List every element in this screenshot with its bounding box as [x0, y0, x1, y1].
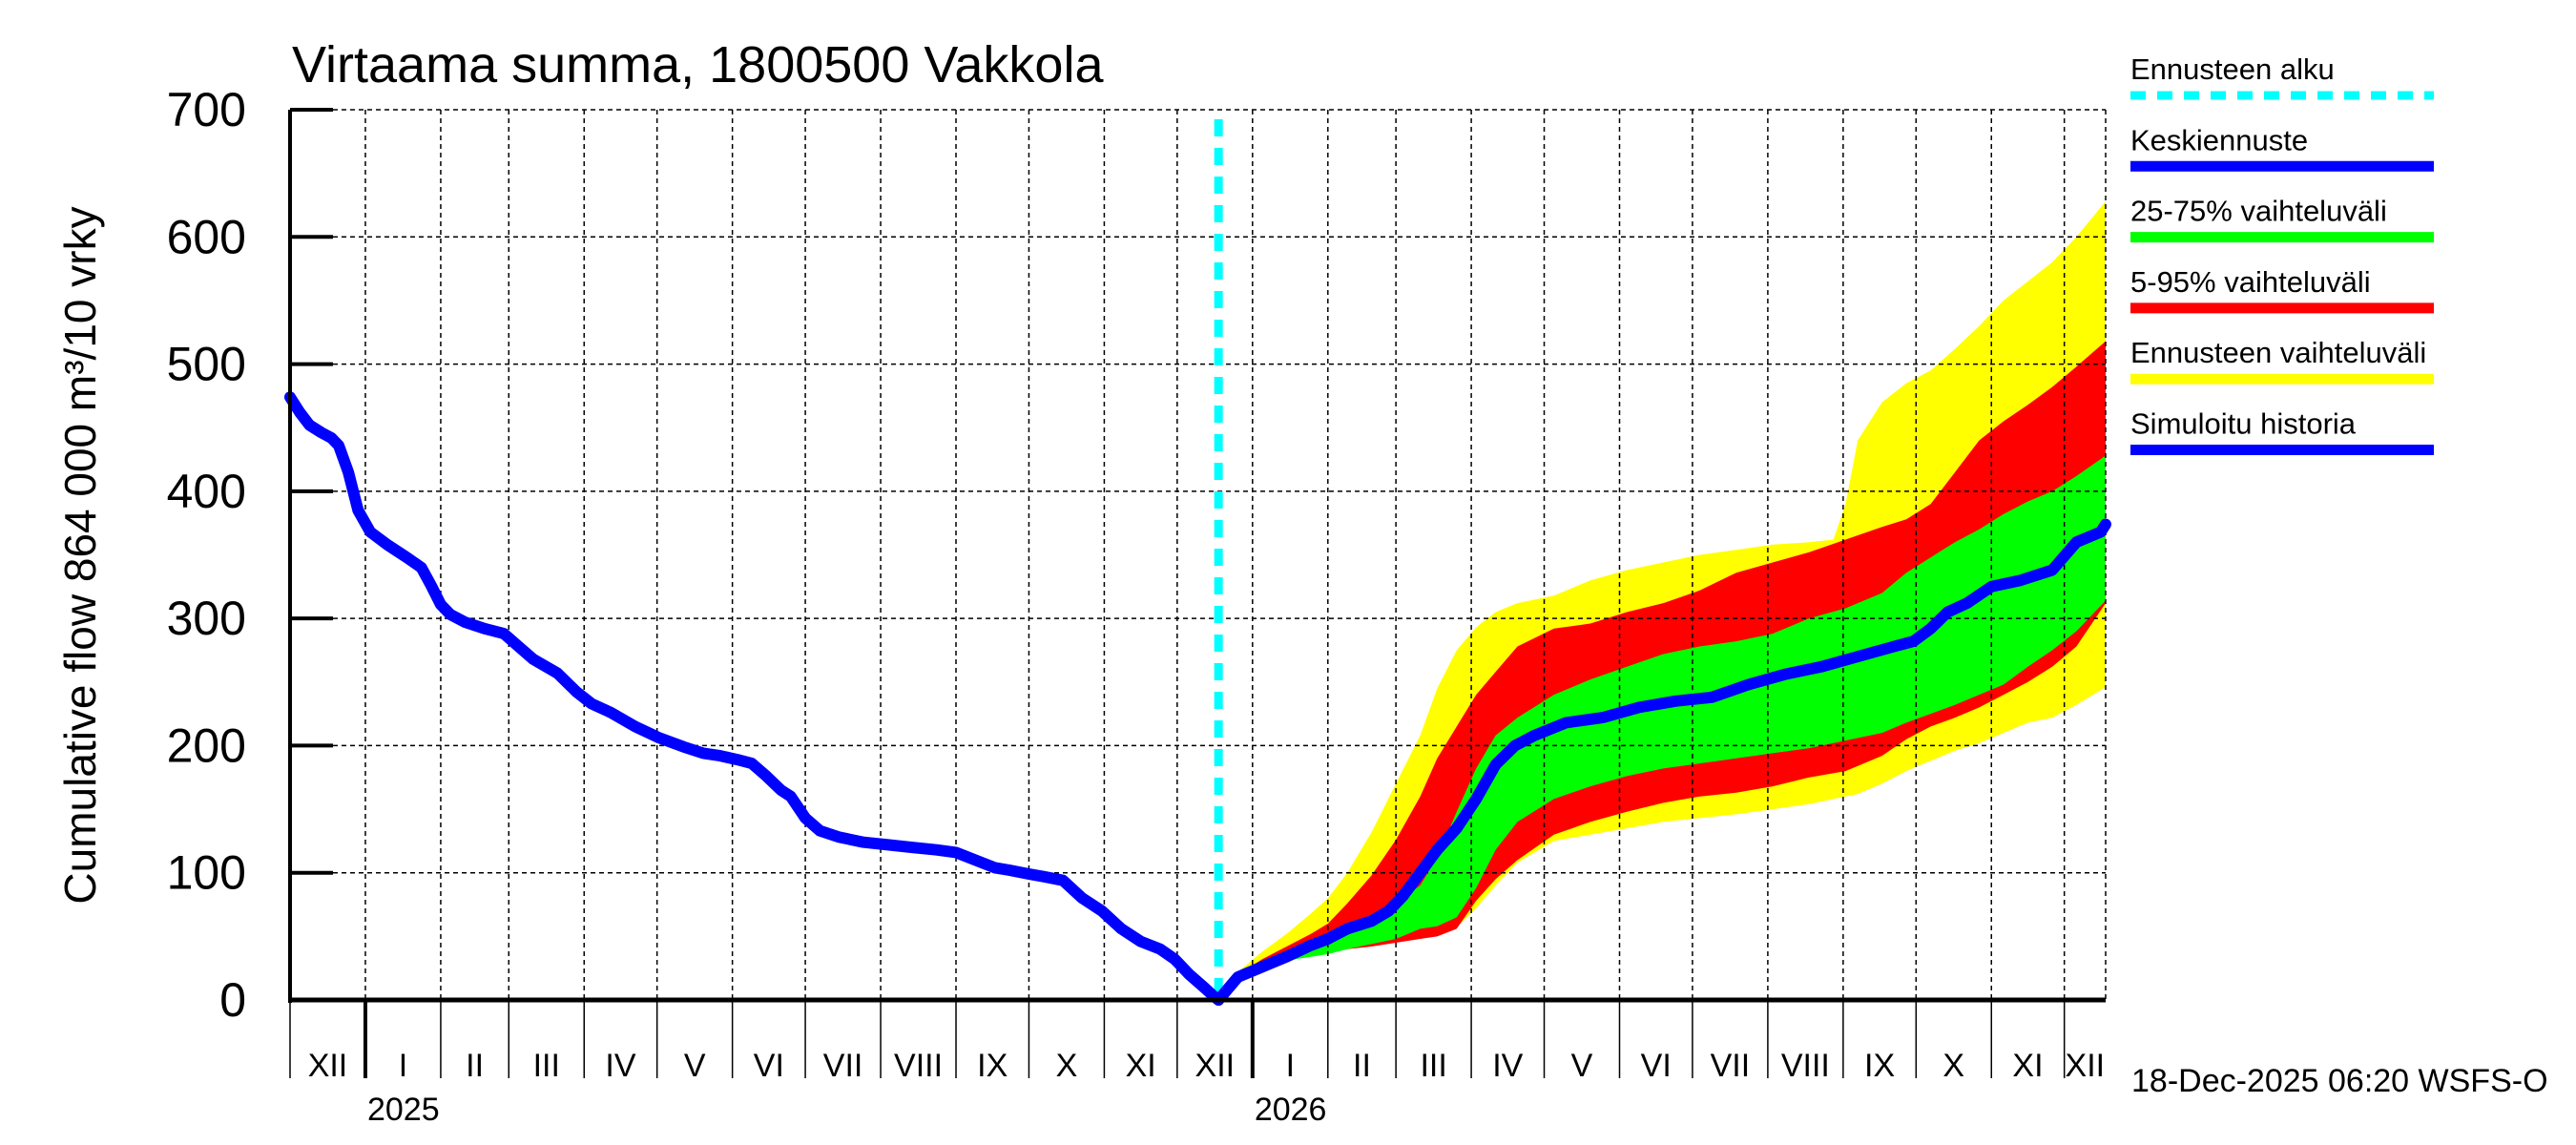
legend-label: Ennusteen vaihteluväli	[2130, 336, 2426, 369]
x-month-label: VII	[1711, 1048, 1751, 1084]
x-month-label: VII	[823, 1048, 863, 1084]
legend-label: Ennusteen alku	[2130, 52, 2335, 86]
x-month-label: VI	[754, 1048, 784, 1084]
x-month-label: II	[466, 1048, 484, 1084]
x-month-label: I	[1286, 1048, 1295, 1084]
x-month-label: IV	[605, 1048, 635, 1084]
legend-label: 5-95% vaihteluväli	[2130, 265, 2371, 299]
x-year-label: 2025	[367, 1092, 440, 1128]
axes	[288, 108, 2106, 1078]
legend-label: Keskiennuste	[2130, 123, 2308, 156]
timestamp-annotation: 18-Dec-2025 06:20 WSFS-O	[2131, 1063, 2548, 1099]
x-month-label: VIII	[1781, 1048, 1830, 1084]
x-month-label: XII	[308, 1048, 348, 1084]
x-month-label: XII	[1195, 1048, 1236, 1084]
x-month-label: XI	[1126, 1048, 1156, 1084]
y-tick-label: 500	[167, 338, 246, 391]
x-month-label: I	[399, 1048, 407, 1084]
x-month-label: V	[684, 1048, 706, 1084]
x-tick-labels: XII I II III IV V VI VII VIII IX X XI XII I II III IV V VI…	[308, 1048, 2105, 1128]
y-tick-labels: 0 100 200 300 400 500 600 700	[167, 83, 246, 1027]
series-simuloitu-historia	[284, 391, 1225, 1006]
series-lines	[284, 119, 2111, 1006]
y-tick-label: 600	[167, 210, 246, 263]
x-month-label: X	[1942, 1048, 1964, 1084]
y-tick-label: 100	[167, 846, 246, 900]
x-month-label: II	[1353, 1048, 1371, 1084]
x-month-label: V	[1571, 1048, 1593, 1084]
x-month-label: III	[533, 1048, 560, 1084]
legend-label: 25-75% vaihteluväli	[2130, 195, 2387, 228]
x-month-label: IX	[977, 1048, 1008, 1084]
x-month-label: IX	[1864, 1048, 1895, 1084]
chart-title: Virtaama summa, 1800500 Vakkola	[292, 36, 1104, 94]
x-month-label: III	[1420, 1048, 1446, 1084]
x-month-label: XII	[2066, 1048, 2106, 1084]
x-year-label: 2026	[1255, 1092, 1327, 1128]
forecast-bands	[1237, 201, 2106, 975]
x-month-label: XI	[2012, 1048, 2043, 1084]
y-axis-label: Cumulative flow 864 000 m³/10 vrky	[55, 206, 105, 904]
x-month-label: VI	[1641, 1048, 1672, 1084]
x-month-label: IV	[1492, 1048, 1523, 1084]
y-tick-label: 0	[219, 973, 246, 1027]
x-month-label: X	[1056, 1048, 1078, 1084]
legend: Ennusteen alku Keskiennuste 25-75% vaihtel…	[2130, 52, 2434, 455]
x-month-label: VIII	[894, 1048, 943, 1084]
y-tick-label: 400	[167, 465, 246, 518]
legend-label: Simuloitu historia	[2130, 407, 2357, 441]
y-tick-label: 300	[167, 592, 246, 645]
y-tick-label: 700	[167, 83, 246, 136]
band-25-75-vaihteluv-li	[1237, 455, 2106, 975]
y-tick-label: 200	[167, 718, 246, 772]
series-keskiennuste	[1213, 518, 2111, 1006]
